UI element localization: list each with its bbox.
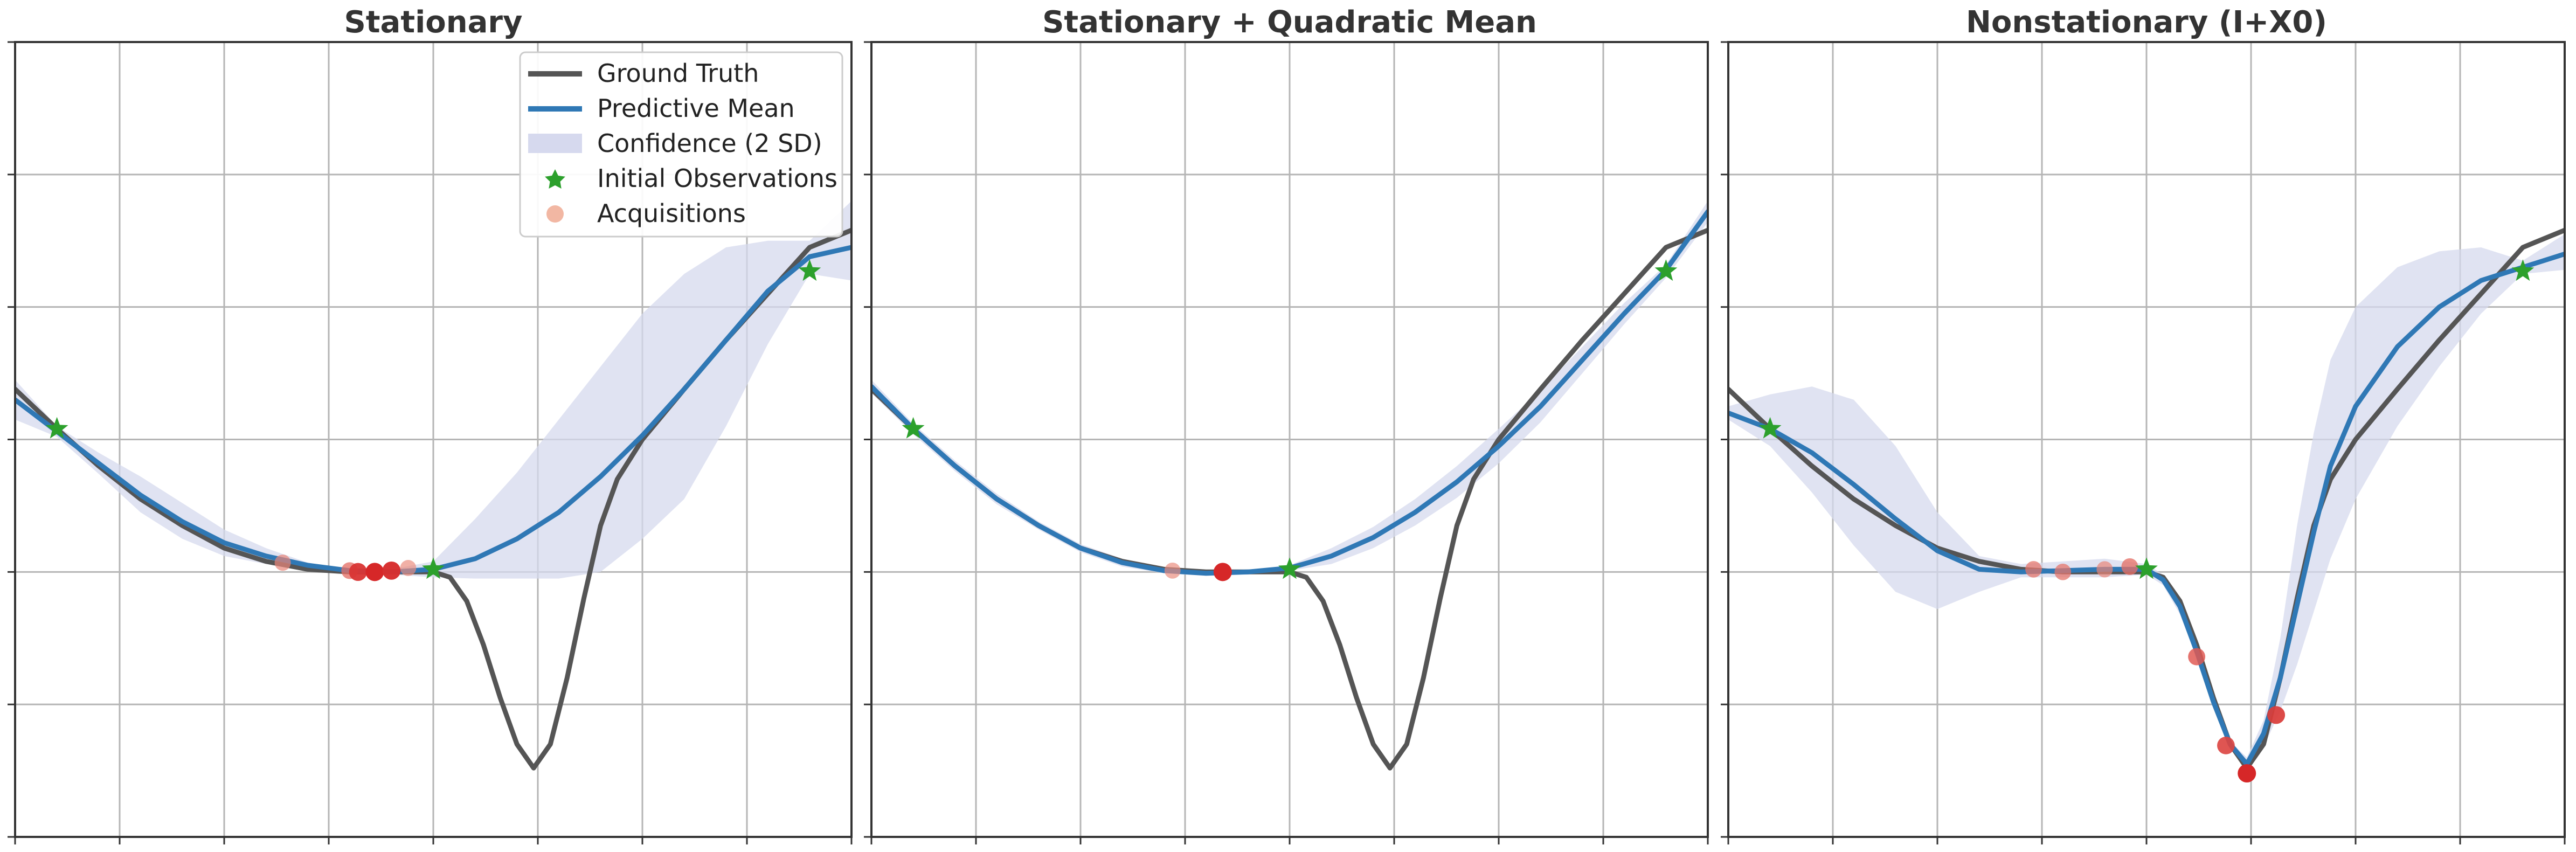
panel-title: Nonstationary (I+X0) [1966,5,2327,40]
initial-observation-star [422,557,445,579]
acquisition-point [274,555,291,571]
acquisition-point [382,562,401,580]
legend-label: Acquisitions [597,199,746,228]
legend-item-confidence: Confidence (2 SD) [528,129,822,158]
confidence-band [1728,234,2565,771]
acquisition-point [2054,563,2072,580]
acquisition-point [2267,706,2286,724]
initial-observation-star [902,417,925,439]
initial-observation-star [798,259,821,281]
plot-frame [870,41,1709,838]
dot-marker-icon [546,205,564,223]
legend-label: Ground Truth [597,59,759,88]
initial-observation-star [2511,259,2535,281]
acquisition-point [400,560,417,576]
legend-frame [519,51,843,238]
acquisition-point [1164,562,1181,579]
acquisition-point [365,563,384,581]
plot-content [15,201,851,771]
initial-observation-star [1758,417,1782,439]
acquisition-point [2096,561,2113,578]
star-marker-icon [545,169,565,189]
legend-item-acquisitions: Acquisitions [546,199,746,228]
plot-area [864,41,1709,844]
legend: Ground Truth Predictive Mean Confidence … [519,51,843,238]
legend-item-ground-truth: Ground Truth [528,59,759,88]
acquisition-point [1213,563,1232,581]
legend-label: Predictive Mean [597,94,795,123]
plot-frame [14,41,853,838]
legend-item-initial-observations: Initial Observations [545,164,837,193]
plot-frame [1727,41,2566,838]
acquisition-point [2188,648,2206,666]
plot-area [1721,41,2566,844]
plot-content [1728,227,2565,782]
acquisition-point [2238,764,2256,782]
initial-observation-star [1278,557,1301,579]
initial-observation-star [45,417,68,439]
acquisition-point [2217,736,2235,754]
predictive-mean-line [1728,251,2565,767]
legend-label: Confidence (2 SD) [597,129,822,158]
legend-label: Initial Observations [597,164,837,193]
legend-item-predictive-mean: Predictive Mean [528,94,795,123]
panel-stationary-quadratic-mean: Stationary + Quadratic Mean [864,5,1709,844]
acquisition-point [2025,561,2042,578]
initial-observation-star [1654,259,1678,281]
confidence-band [15,201,851,579]
initial-observation-star [2135,557,2158,579]
acquisition-point [2121,558,2138,575]
panel-nonstationary: Nonstationary (I+X0) [1721,5,2566,844]
acquisition-point [349,563,368,581]
panel-title: Stationary + Quadratic Mean [1042,5,1537,40]
legend-band-swatch [528,134,582,153]
panel-title: Stationary [344,5,522,40]
plot-content [871,201,1708,771]
